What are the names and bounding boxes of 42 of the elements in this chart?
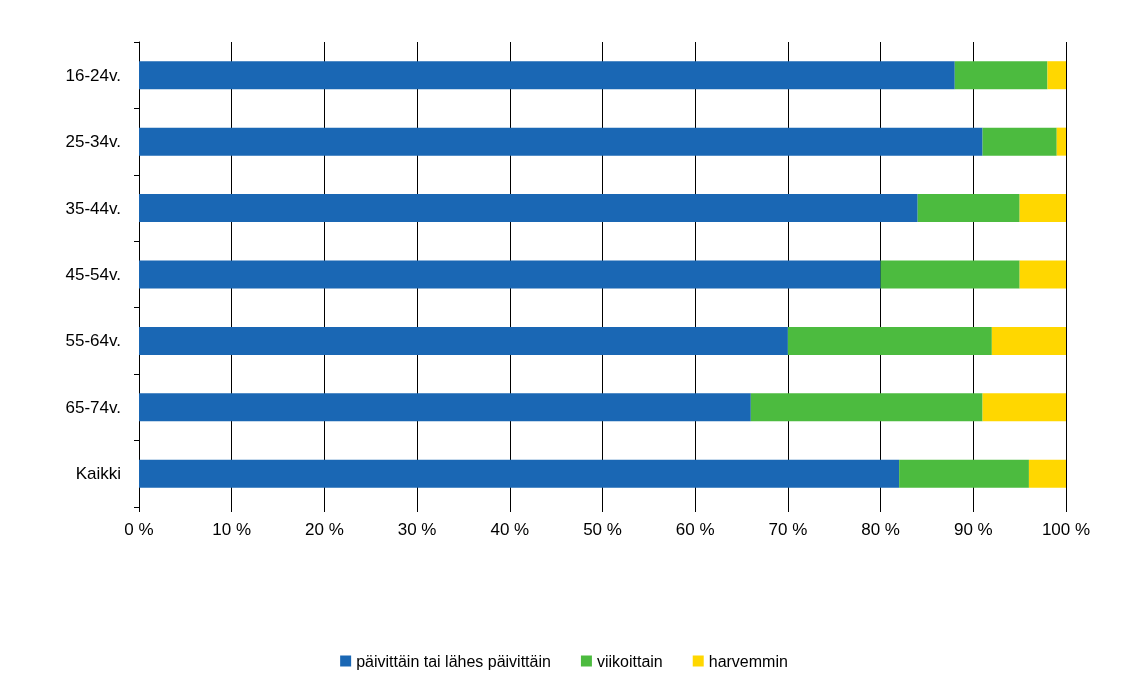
- bar: [982, 127, 1057, 156]
- bar: [880, 260, 1020, 289]
- y-tick-label: 55-64v.: [65, 331, 121, 351]
- bar: [917, 194, 1020, 223]
- x-tick-label: 100 %: [1041, 520, 1091, 539]
- y-tick-label: 65-74v.: [65, 397, 121, 417]
- bar: [1019, 260, 1066, 289]
- bar: [139, 459, 900, 488]
- bar: [982, 393, 1066, 422]
- x-tick-label: 10 %: [212, 520, 252, 539]
- bar: [139, 260, 881, 289]
- bar: [787, 326, 992, 355]
- x-tick-label: 0 %: [124, 520, 154, 539]
- bar: [1047, 61, 1066, 90]
- y-tick-label: 35-44v.: [65, 198, 121, 218]
- x-tick-label: 20 %: [305, 520, 344, 539]
- x-tick-label: 30 %: [397, 520, 437, 539]
- bar: [899, 459, 1029, 488]
- x-tick-label: 60 %: [675, 520, 715, 539]
- bar: [991, 326, 1066, 355]
- bar: [954, 61, 1048, 90]
- bar: [139, 61, 955, 90]
- y-tick-label: 45-54v.: [65, 265, 121, 284]
- x-tick-label: 40 %: [490, 520, 530, 539]
- bar: [139, 393, 751, 422]
- y-tick-label: 25-34v.: [65, 132, 121, 152]
- bar: [1056, 127, 1066, 156]
- legend-label: viikoittain: [596, 652, 663, 670]
- x-tick-label: 80 %: [861, 520, 900, 539]
- x-tick-label: 90 %: [953, 520, 993, 539]
- y-tick-label: 16-24v.: [65, 65, 121, 85]
- bar: [139, 326, 788, 355]
- bar: [1028, 459, 1066, 488]
- bar: [139, 194, 918, 223]
- legend-label: päivittäin tai lähes päivittäin: [356, 652, 551, 670]
- bar: [1019, 194, 1066, 223]
- bar: [750, 393, 983, 422]
- x-tick-label: 50 %: [583, 520, 622, 539]
- y-tick-label: Kaikki: [75, 464, 121, 484]
- legend-label: harvemmin: [708, 652, 788, 670]
- bar: [139, 127, 983, 156]
- x-tick-label: 70 %: [768, 520, 808, 539]
